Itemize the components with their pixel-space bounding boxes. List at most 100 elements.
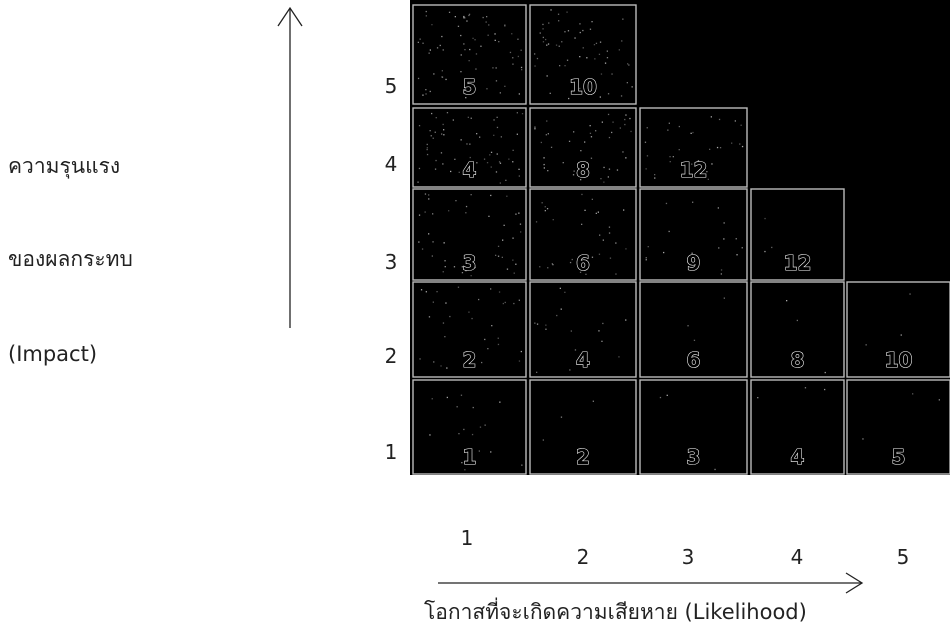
cell-speckle — [520, 231, 522, 233]
cell-speckle — [615, 242, 617, 244]
cell-speckle — [734, 120, 736, 122]
cell-speckle — [428, 233, 430, 235]
cell-speckle — [665, 202, 668, 205]
cell-speckle — [618, 49, 620, 51]
row-label-1: 1 — [384, 440, 398, 464]
cell-speckle — [573, 170, 575, 172]
cell-speckle — [536, 57, 539, 60]
matrix-cell-box — [846, 281, 950, 378]
cell-speckle — [593, 44, 596, 46]
cell-speckle — [463, 428, 465, 431]
cell-speckle — [580, 179, 582, 181]
matrix-cell-box — [529, 107, 637, 188]
cell-speckle — [446, 112, 449, 114]
cell-speckle — [505, 179, 507, 181]
cell-speckle — [444, 336, 446, 338]
cell-speckle — [569, 369, 571, 371]
matrix-cell-i4-l1: 4 — [412, 107, 527, 188]
cell-speckle — [546, 208, 549, 210]
cell-speckle — [572, 174, 575, 176]
cell-speckle — [469, 91, 471, 93]
cell-speckle — [490, 194, 492, 197]
cell-speckle — [436, 291, 438, 293]
matrix-cell-box — [750, 281, 845, 378]
cell-speckle — [442, 271, 444, 273]
cell-speckle — [739, 143, 741, 145]
cell-speckle — [460, 34, 462, 37]
impact-label-line3: (Impact) — [8, 342, 98, 366]
cell-speckle — [539, 32, 541, 34]
cell-speckle — [425, 291, 427, 293]
cell-speckle — [547, 43, 550, 45]
cell-speckle — [624, 123, 626, 126]
cell-speckle — [606, 50, 608, 52]
matrix-cell-box — [639, 281, 748, 378]
cell-speckle — [435, 117, 437, 119]
cell-speckle — [757, 397, 759, 399]
cell-speckle — [552, 264, 554, 266]
cell-speckle — [534, 53, 536, 55]
cell-score: 2 — [576, 445, 590, 469]
cell-speckle — [516, 112, 518, 114]
cell-speckle — [484, 338, 486, 341]
cell-speckle — [535, 221, 538, 223]
cell-speckle — [598, 253, 601, 255]
cell-speckle — [764, 250, 766, 253]
cell-speckle — [431, 398, 433, 400]
cell-speckle — [609, 257, 612, 259]
cell-speckle — [579, 271, 582, 273]
cell-speckle — [786, 300, 788, 302]
cell-speckle — [456, 406, 458, 408]
cell-speckle — [441, 70, 443, 72]
cell-speckle — [521, 69, 523, 71]
cell-speckle — [592, 400, 594, 402]
cell-speckle — [472, 37, 474, 39]
matrix-cell-i2-l1: 2 — [412, 281, 527, 378]
cell-speckle — [654, 174, 656, 176]
cell-speckle — [669, 156, 671, 158]
cell-speckle — [559, 287, 561, 289]
cell-speckle — [590, 136, 593, 138]
cell-speckle — [443, 129, 445, 131]
cell-speckle — [601, 121, 603, 123]
cell-speckle — [561, 41, 563, 43]
cell-speckle — [428, 198, 430, 200]
matrix-cell-box — [639, 379, 748, 475]
cell-speckle — [580, 150, 582, 152]
cell-speckle — [508, 158, 510, 160]
matrix-cell-box — [639, 107, 748, 188]
cell-speckle — [429, 130, 431, 132]
cell-speckle — [558, 20, 560, 22]
cell-speckle — [601, 340, 603, 342]
cell-speckle — [470, 117, 472, 119]
cell-speckle — [440, 365, 442, 367]
matrix-cell-i3-l4: 12 — [750, 188, 845, 281]
cell-speckle — [490, 451, 492, 453]
cell-speckle — [502, 239, 504, 241]
cell-speckle — [495, 171, 498, 173]
cell-speckle — [464, 17, 466, 19]
cell-speckle — [464, 469, 466, 471]
cell-speckle — [549, 92, 551, 94]
cell-speckle — [463, 43, 465, 45]
cell-speckle — [542, 41, 545, 43]
cell-speckle — [598, 53, 601, 55]
cell-speckle — [518, 93, 520, 95]
cell-speckle — [498, 291, 501, 293]
cell-speckle — [496, 153, 498, 155]
cell-speckle — [564, 65, 566, 67]
cell-speckle — [443, 242, 445, 244]
cell-speckle — [547, 267, 549, 269]
cell-speckle — [512, 57, 514, 59]
cell-score: 12 — [680, 158, 708, 182]
cell-speckle — [581, 193, 583, 196]
matrix-cell-box — [529, 188, 637, 281]
cell-speckle — [678, 125, 680, 128]
cell-speckle — [545, 38, 547, 41]
col-label-1: 1 — [460, 526, 474, 550]
cell-speckle — [465, 97, 467, 99]
cell-speckle — [494, 39, 496, 41]
cell-speckle — [433, 73, 435, 75]
matrix-cell-i1-l3: 3 — [639, 379, 748, 475]
